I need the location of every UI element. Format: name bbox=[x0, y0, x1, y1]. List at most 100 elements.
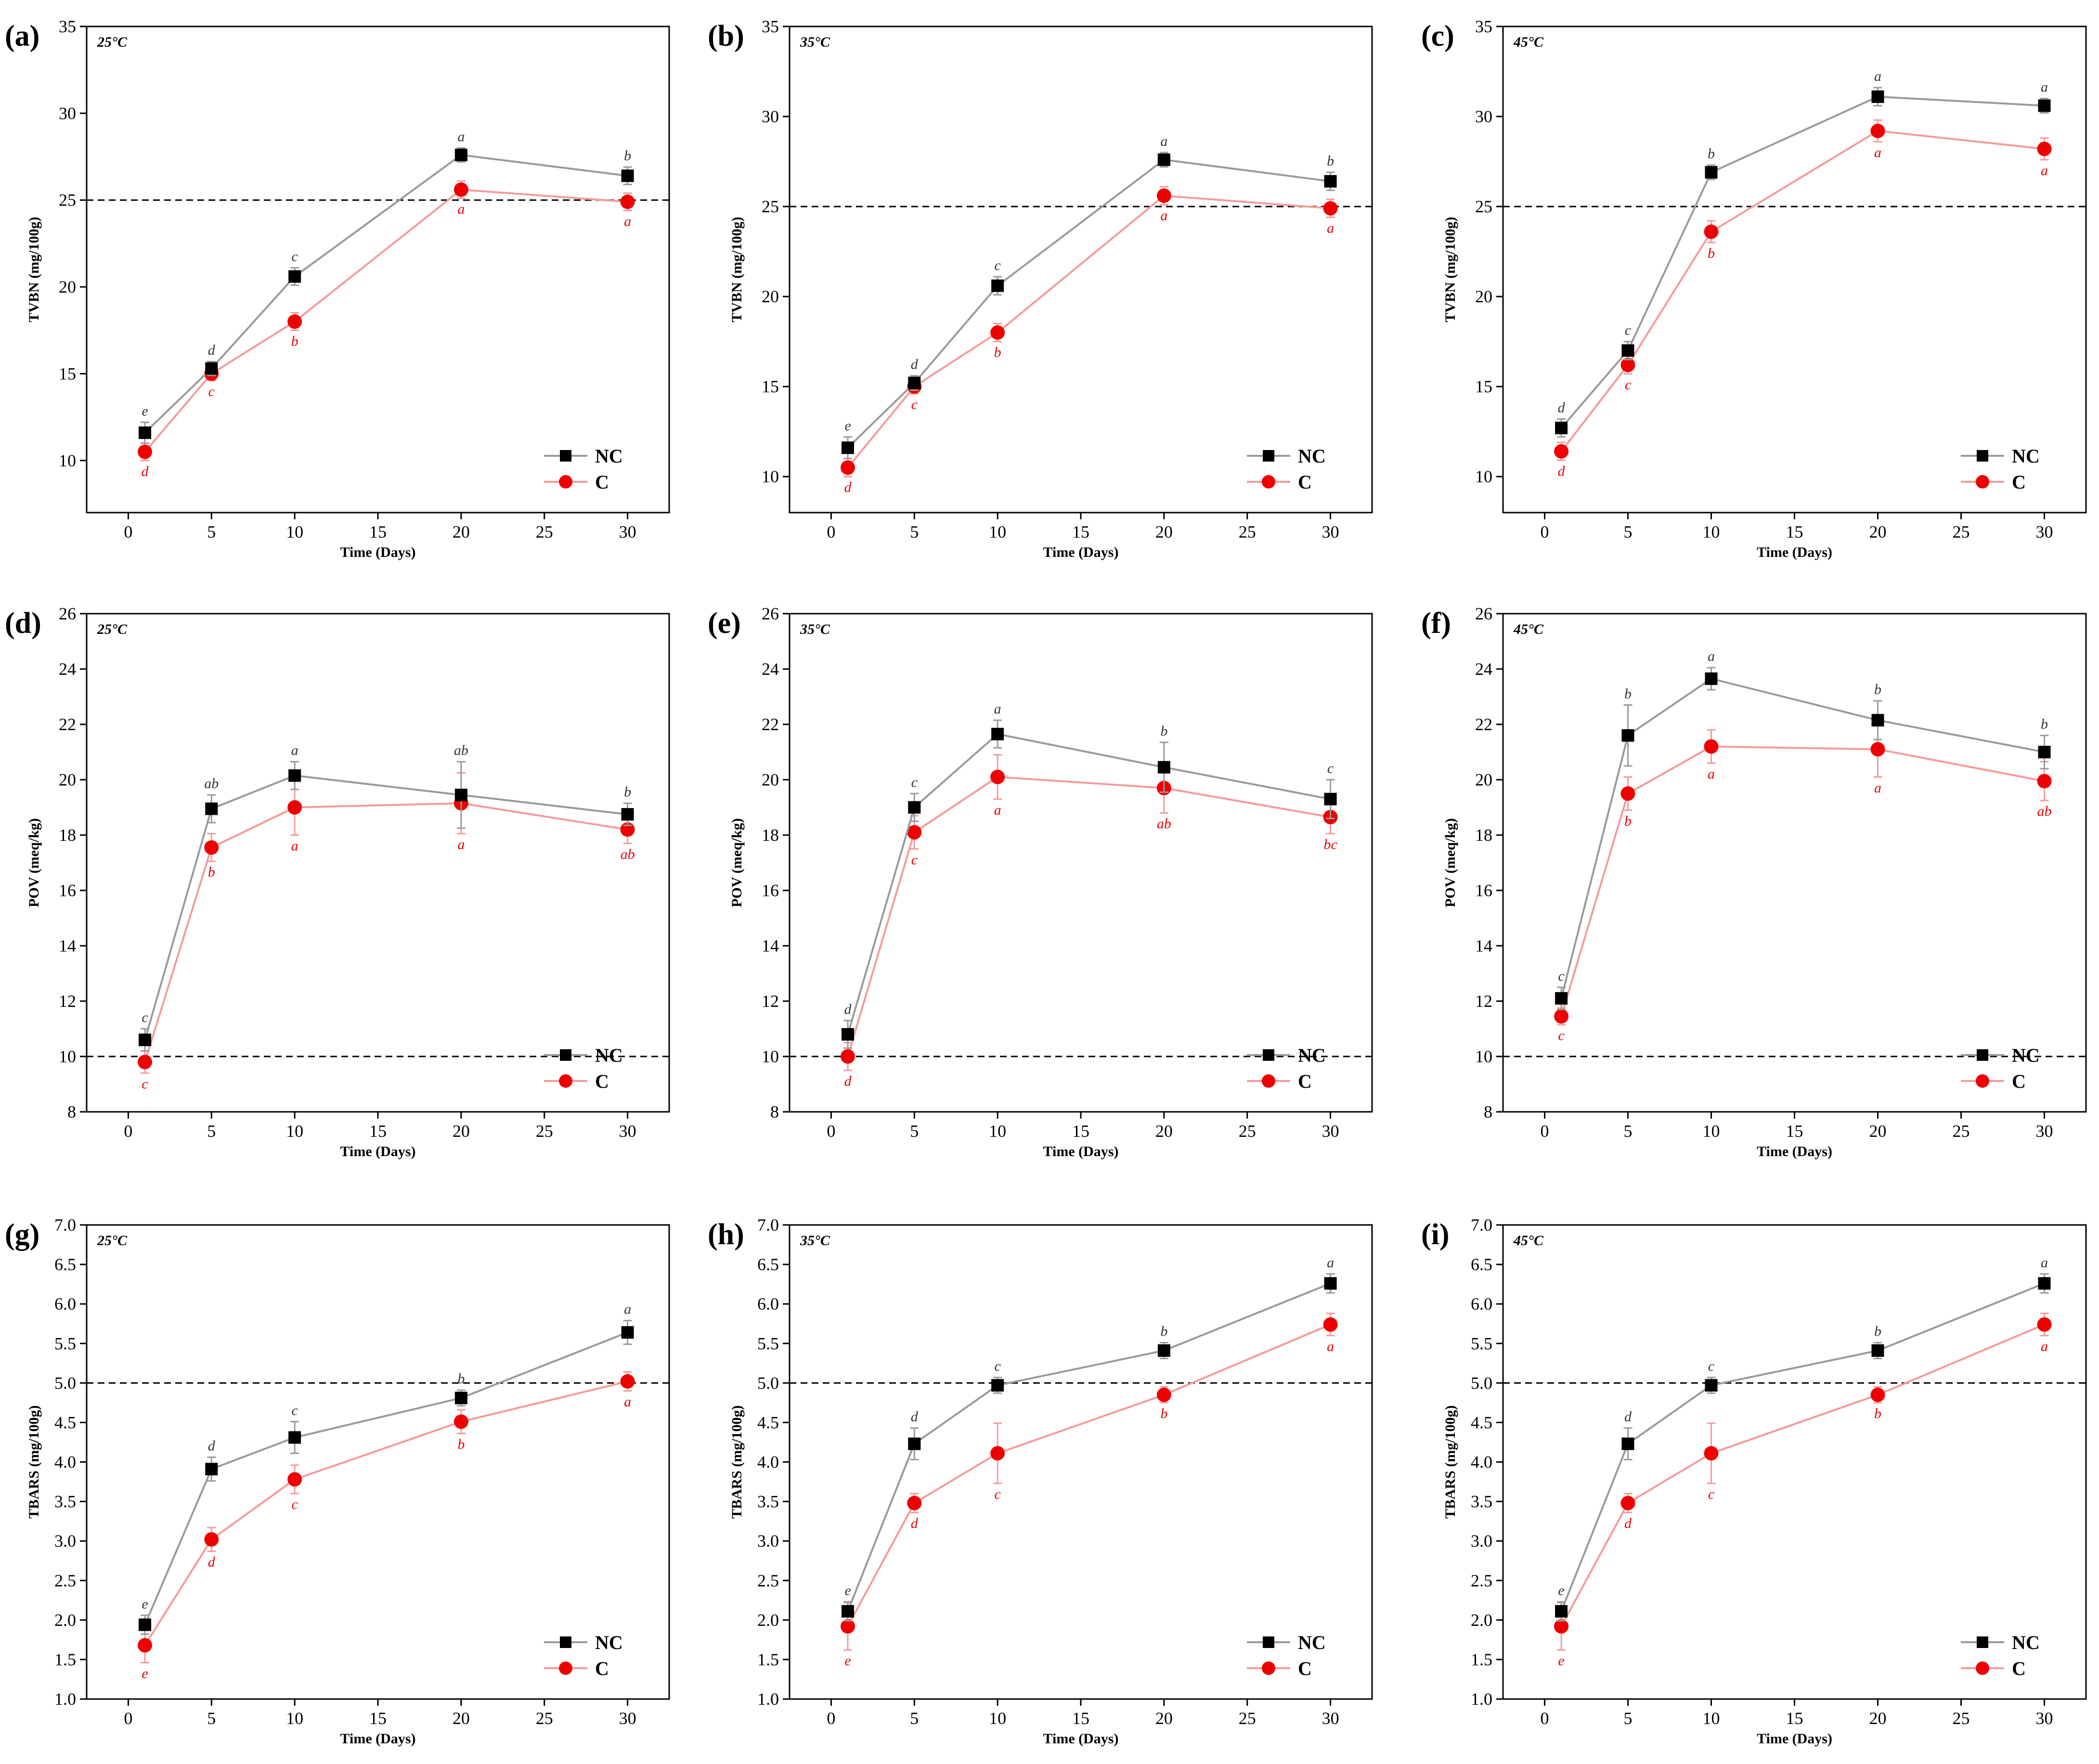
significance-letter: b bbox=[1874, 1405, 1881, 1421]
series-line bbox=[1560, 677, 2045, 999]
x-tick-label: 25 bbox=[1239, 1709, 1256, 1728]
significance-letter: b bbox=[1708, 245, 1715, 261]
data-point-nc bbox=[1705, 1379, 1718, 1392]
y-tick-label: 20 bbox=[1475, 770, 1492, 789]
significance-letter: c bbox=[994, 258, 1000, 273]
y-tick-label: 14 bbox=[1475, 936, 1492, 955]
legend-label-nc: NC bbox=[1298, 445, 1326, 467]
significance-letter: ab bbox=[454, 743, 468, 759]
x-axis-title: Time (Days) bbox=[1043, 544, 1119, 560]
y-tick-label: 2.0 bbox=[757, 1610, 779, 1630]
series-line bbox=[144, 774, 628, 1041]
significance-letter: a bbox=[1874, 144, 1881, 160]
series-line bbox=[1560, 95, 2045, 429]
y-tick-label: 4.5 bbox=[1471, 1413, 1492, 1432]
data-point-c bbox=[907, 825, 922, 840]
significance-letter: d bbox=[1558, 399, 1566, 415]
temperature-label: 35°C bbox=[800, 34, 830, 50]
y-tick-label: 35 bbox=[59, 17, 76, 36]
significance-letter: a bbox=[2041, 79, 2048, 95]
significance-letter: b bbox=[1160, 723, 1167, 739]
x-tick-label: 5 bbox=[1624, 1709, 1633, 1728]
significance-letter: d bbox=[1624, 1409, 1632, 1425]
significance-letter: d bbox=[1624, 1516, 1632, 1532]
y-tick-label: 16 bbox=[59, 881, 76, 900]
panel-label: (d) bbox=[5, 607, 41, 640]
legend-marker-nc bbox=[1977, 1049, 1988, 1061]
y-tick-label: 14 bbox=[762, 936, 779, 955]
x-axis-title: Time (Days) bbox=[340, 1731, 416, 1747]
series-C: e d c b a bbox=[1554, 1313, 2052, 1669]
panel-label: (a) bbox=[5, 20, 39, 52]
legend-marker-c bbox=[1262, 1074, 1275, 1088]
x-tick-label: 20 bbox=[453, 1121, 470, 1141]
y-tick-label: 22 bbox=[59, 715, 76, 734]
legend: NC C bbox=[1961, 445, 2040, 493]
y-tick-label: 4.5 bbox=[54, 1413, 76, 1432]
legend-label-c: C bbox=[1298, 1658, 1312, 1679]
x-tick-label: 10 bbox=[989, 1121, 1006, 1141]
significance-letter: a bbox=[1874, 780, 1881, 796]
data-point-c bbox=[138, 1055, 152, 1069]
y-tick-label: 25 bbox=[762, 197, 779, 216]
data-point-nc bbox=[1621, 1437, 1634, 1450]
legend-label-nc: NC bbox=[1298, 1632, 1326, 1653]
x-tick-label: 25 bbox=[1953, 1709, 1970, 1728]
legend-marker-nc bbox=[560, 1636, 571, 1648]
data-point-c bbox=[1554, 1619, 1569, 1634]
significance-letter: a bbox=[291, 838, 298, 854]
legend: NC C bbox=[544, 1632, 623, 1679]
data-point-nc bbox=[908, 1437, 921, 1450]
plot-frame bbox=[789, 613, 1373, 1113]
x-tick-label: 5 bbox=[910, 1709, 919, 1728]
significance-letter: b bbox=[291, 333, 298, 349]
y-tick-label: 4.0 bbox=[757, 1453, 779, 1472]
data-point-nc bbox=[1621, 729, 1634, 742]
x-tick-label: 30 bbox=[2036, 1709, 2053, 1728]
y-tick-label: 7.0 bbox=[1471, 1215, 1492, 1235]
x-tick-label: 5 bbox=[910, 522, 919, 541]
y-tick-label: 10 bbox=[1475, 1047, 1492, 1066]
legend-label-c: C bbox=[595, 1070, 609, 1092]
data-point-nc bbox=[1555, 1605, 1568, 1618]
y-axis-title: TBARS (mg/100g) bbox=[729, 1405, 745, 1519]
x-tick-label: 15 bbox=[1786, 522, 1803, 541]
y-tick-label: 14 bbox=[59, 936, 76, 955]
significance-letter: c bbox=[142, 1076, 148, 1092]
data-point-nc bbox=[1705, 672, 1718, 685]
significance-letter: d bbox=[911, 357, 919, 373]
x-axis-title: Time (Days) bbox=[1043, 1731, 1119, 1747]
data-point-nc bbox=[454, 1391, 467, 1404]
x-tick-label: 15 bbox=[1072, 1121, 1089, 1141]
x-tick-label: 5 bbox=[207, 1709, 216, 1728]
y-tick-label: 10 bbox=[762, 1047, 779, 1066]
temperature-label: 25°C bbox=[97, 1233, 128, 1249]
x-tick-label: 30 bbox=[1322, 522, 1339, 541]
y-tick-label: 20 bbox=[59, 770, 76, 789]
data-point-c bbox=[204, 1532, 219, 1547]
y-axis-title: TVBN (mg/100g) bbox=[729, 217, 745, 322]
panel-label: (c) bbox=[1421, 20, 1454, 52]
y-tick-label: 18 bbox=[1475, 825, 1492, 845]
x-tick-label: 10 bbox=[286, 1709, 303, 1728]
significance-letter: a bbox=[1327, 1339, 1334, 1354]
x-tick-label: 0 bbox=[827, 1121, 835, 1141]
data-point-c bbox=[990, 1446, 1005, 1461]
y-tick-label: 6.5 bbox=[1471, 1255, 1492, 1274]
significance-letter: c bbox=[911, 397, 918, 412]
legend-marker-nc bbox=[1263, 1636, 1274, 1648]
series-C: d c b a a bbox=[1554, 119, 2052, 479]
y-tick-label: 15 bbox=[59, 364, 76, 383]
x-tick-label: 25 bbox=[536, 1709, 553, 1728]
data-point-nc bbox=[2038, 746, 2051, 759]
panel-label: (h) bbox=[708, 1218, 744, 1251]
significance-letter: b bbox=[208, 864, 215, 880]
data-point-c bbox=[453, 182, 468, 197]
significance-letter: b bbox=[994, 345, 1001, 361]
temperature-label: 45°C bbox=[1513, 34, 1544, 50]
x-tick-label: 15 bbox=[369, 522, 387, 541]
x-tick-label: 10 bbox=[286, 522, 303, 541]
series-C: d c b a a bbox=[841, 186, 1338, 495]
y-tick-label: 25 bbox=[1475, 197, 1492, 216]
y-tick-label: 2.5 bbox=[1471, 1571, 1492, 1590]
